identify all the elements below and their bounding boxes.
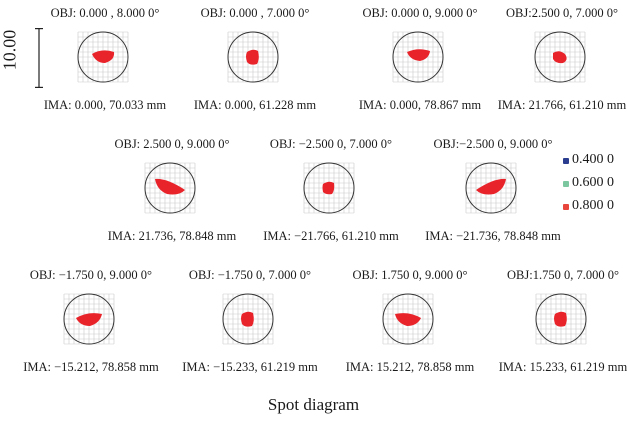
ima-label: IMA: −21.766, 61.210 mm xyxy=(263,229,399,243)
spot-field-cell: OBJ:−2.500 0, 9.000 0° IMA: −21.736, 78.8… xyxy=(418,137,568,249)
obj-label: OBJ: −1.750 0, 7.000 0° xyxy=(188,268,312,282)
obj-label: OBJ: −1.750 0, 9.000 0° xyxy=(29,268,153,282)
spot-footprint xyxy=(92,50,115,63)
spot-plot xyxy=(63,293,115,345)
ima-label: IMA: −15.212, 78.858 mm xyxy=(23,360,159,374)
obj-label: OBJ:1.750 0, 7.000 0° xyxy=(507,268,619,282)
airy-disk-circle xyxy=(222,293,274,345)
obj-label: OBJ: 0.000 , 7.000 0° xyxy=(200,6,310,20)
spot-plot xyxy=(222,293,274,345)
legend-label: 0.800 0 xyxy=(572,198,614,213)
spot-footprint xyxy=(76,313,102,326)
scale-bar-label: 10.00 xyxy=(0,29,20,71)
spot-plot xyxy=(534,31,586,83)
ima-label: IMA: 15.212, 78.858 mm xyxy=(345,360,475,374)
obj-label: OBJ: 1.750 0, 9.000 0° xyxy=(352,268,468,282)
spot-plot xyxy=(227,31,279,83)
legend-label: 0.400 0 xyxy=(572,152,614,167)
ima-label: IMA: −15.233, 61.219 mm xyxy=(182,360,318,374)
spot-plot xyxy=(465,162,517,214)
spot-footprint xyxy=(155,178,185,195)
spot-plot xyxy=(303,162,355,214)
spot-plot xyxy=(535,293,587,345)
spot-footprint xyxy=(407,49,430,61)
figure-caption: Spot diagram xyxy=(267,395,360,414)
legend-label: 0.600 0 xyxy=(572,175,614,190)
spot-field-cell: OBJ: −2.500 0, 7.000 0° IMA: −21.766, 61.… xyxy=(256,137,406,249)
airy-disk-circle xyxy=(534,31,586,83)
spot-field-cell: OBJ: −1.750 0, 9.000 0° IMA: −15.212, 78.… xyxy=(16,268,166,380)
airy-disk-circle xyxy=(303,162,355,214)
obj-label: OBJ: 0.000 0, 9.000 0° xyxy=(362,6,478,20)
obj-label: OBJ: −2.500 0, 7.000 0° xyxy=(269,137,393,151)
spot-footprint xyxy=(476,178,506,195)
spot-field-cell: OBJ:1.750 0, 7.000 0° IMA: 15.233, 61.219… xyxy=(488,268,627,380)
spot-plot xyxy=(382,293,434,345)
spot-footprint xyxy=(395,313,421,326)
ima-label: IMA: 15.233, 61.219 mm xyxy=(498,360,627,374)
legend-marker xyxy=(563,204,569,210)
spot-footprint xyxy=(553,51,567,64)
airy-disk-circle xyxy=(535,293,587,345)
obj-label: OBJ: 0.000 , 8.000 0° xyxy=(50,6,160,20)
spot-plot xyxy=(392,31,444,83)
obj-label: OBJ:−2.500 0, 9.000 0° xyxy=(433,137,553,151)
spot-field-cell: OBJ: 0.000 , 8.000 0° IMA: 0.000, 70.033 … xyxy=(30,6,180,118)
legend-marker xyxy=(563,158,569,164)
spot-field-cell: OBJ: 2.500 0, 9.000 0° IMA: 21.736, 78.84… xyxy=(97,137,247,249)
spot-field-cell: OBJ: 0.000 , 7.000 0° IMA: 0.000, 61.228 … xyxy=(180,6,330,118)
obj-label: OBJ:2.500 0, 7.000 0° xyxy=(506,6,618,20)
airy-disk-circle xyxy=(382,293,434,345)
ima-label: IMA: 0.000, 70.033 mm xyxy=(43,98,167,112)
airy-disk-circle xyxy=(392,31,444,83)
airy-disk-circle xyxy=(465,162,517,214)
airy-disk-circle xyxy=(63,293,115,345)
spot-plot xyxy=(77,31,129,83)
scale-bar xyxy=(35,28,43,88)
spot-field-cell: OBJ:2.500 0, 7.000 0° IMA: 21.766, 61.210… xyxy=(487,6,627,118)
spot-field-cell: OBJ: −1.750 0, 7.000 0° IMA: −15.233, 61.… xyxy=(175,268,325,380)
spot-field-cell: OBJ: 0.000 0, 9.000 0° IMA: 0.000, 78.867… xyxy=(345,6,495,118)
spot-footprint xyxy=(241,311,254,327)
spot-footprint xyxy=(554,311,567,327)
ima-label: IMA: 21.736, 78.848 mm xyxy=(107,229,237,243)
ima-label: IMA: 0.000, 61.228 mm xyxy=(193,98,317,112)
airy-disk-circle xyxy=(144,162,196,214)
airy-disk-circle xyxy=(77,31,129,83)
legend-marker xyxy=(563,181,569,187)
spot-footprint xyxy=(246,49,259,65)
airy-disk-circle xyxy=(227,31,279,83)
spot-footprint xyxy=(322,181,335,195)
obj-label: OBJ: 2.500 0, 9.000 0° xyxy=(114,137,230,151)
ima-label: IMA: 21.766, 61.210 mm xyxy=(497,98,627,112)
ima-label: IMA: −21.736, 78.848 mm xyxy=(425,229,561,243)
ima-label: IMA: 0.000, 78.867 mm xyxy=(358,98,482,112)
spot-field-cell: OBJ: 1.750 0, 9.000 0° IMA: 15.212, 78.85… xyxy=(335,268,485,380)
spot-plot xyxy=(144,162,196,214)
